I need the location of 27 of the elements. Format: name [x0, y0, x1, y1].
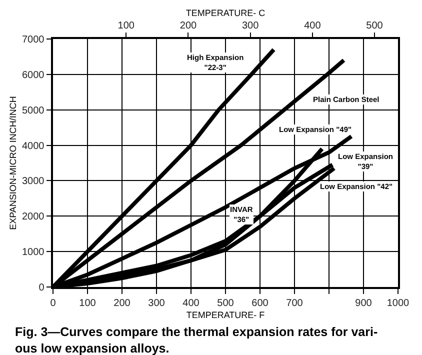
x2-axis-title: TEMPERATURE- C	[186, 8, 266, 18]
x2-tick-label: 400	[304, 20, 322, 32]
x-axis-title: TEMPERATURE- F	[186, 310, 266, 320]
x-tick-label: 700	[286, 298, 304, 309]
y-tick-label: 7000	[22, 34, 45, 46]
y-tick-label: 5000	[22, 105, 45, 116]
caption: Fig. 3—Curves compare the thermal expansion rates for vari- ous low expansion alloys.	[15, 325, 378, 355]
y-tick-label: 0	[38, 282, 45, 294]
y-tick-label: 6000	[22, 70, 45, 81]
x-tick-label: 1000	[386, 298, 410, 309]
x-tick-label: 900	[355, 298, 372, 309]
y-tick-label: 4000	[22, 140, 45, 152]
y-tick-label: 1000	[22, 247, 45, 258]
x2-tick-label: 200	[180, 20, 198, 32]
x-tick-label: 500	[217, 298, 234, 309]
y-tick-label: 3000	[22, 176, 45, 188]
x-tick-label: 100	[79, 298, 96, 309]
x-tick-label: 400	[182, 298, 200, 309]
x-tick-label: 600	[252, 298, 269, 309]
y-axis-title: EXPANSION-MICRO INCH/INCH	[8, 96, 18, 230]
x2-tick-label: 500	[366, 20, 384, 32]
x2-tick-label: 300	[242, 20, 260, 32]
x-tick-label: 0	[50, 298, 56, 309]
x2-tick-label: 100	[118, 20, 135, 32]
x-tick-label: 200	[114, 298, 131, 309]
x-tick-label: 300	[148, 298, 166, 309]
y-tick-label: 2000	[22, 212, 45, 223]
